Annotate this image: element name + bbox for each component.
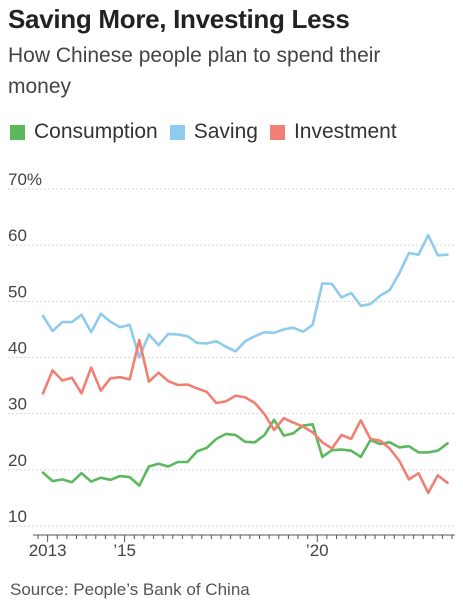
legend-swatch-consumption bbox=[10, 124, 25, 140]
chart-title: Saving More, Investing Less bbox=[8, 4, 350, 34]
y-tick-label: 10 bbox=[8, 507, 27, 526]
gridlines bbox=[8, 188, 455, 527]
legend: Consumption Saving Investment bbox=[10, 120, 409, 144]
chart-subtitle: How Chinese people plan to spend their m… bbox=[8, 44, 381, 98]
y-tick-label: 60 bbox=[8, 226, 27, 245]
y-tick-label: 30 bbox=[8, 395, 27, 414]
y-tick-label: 50 bbox=[8, 282, 27, 301]
x-tick-label: 2013 bbox=[29, 541, 67, 560]
y-axis-labels: 70% 60 50 40 30 20 10 bbox=[8, 170, 42, 526]
line-chart: 70% 60 50 40 30 20 10 2013 ’15 ’20 bbox=[8, 170, 455, 560]
legend-label-consumption: Consumption bbox=[34, 120, 158, 143]
legend-item-consumption: Consumption bbox=[10, 120, 158, 144]
y-tick-label: 70% bbox=[8, 170, 42, 189]
y-tick-label: 20 bbox=[8, 451, 27, 470]
series-lines bbox=[41, 233, 449, 495]
series-line-investment bbox=[41, 338, 449, 495]
legend-item-investment: Investment bbox=[269, 120, 397, 144]
legend-swatch-saving bbox=[169, 124, 185, 140]
series-line-consumption bbox=[41, 418, 449, 487]
series-line-saving bbox=[41, 233, 449, 359]
x-axis: 2013 ’15 ’20 bbox=[29, 534, 455, 560]
legend-swatch-investment bbox=[269, 124, 285, 140]
legend-label-investment: Investment bbox=[293, 120, 397, 143]
y-tick-label: 40 bbox=[8, 339, 27, 358]
source-note: Source: People’s Bank of China bbox=[10, 580, 250, 599]
legend-item-saving: Saving bbox=[169, 120, 258, 144]
x-tick-label: ’20 bbox=[306, 541, 329, 560]
legend-label-saving: Saving bbox=[193, 120, 258, 143]
x-tick-label: ’15 bbox=[113, 541, 136, 560]
